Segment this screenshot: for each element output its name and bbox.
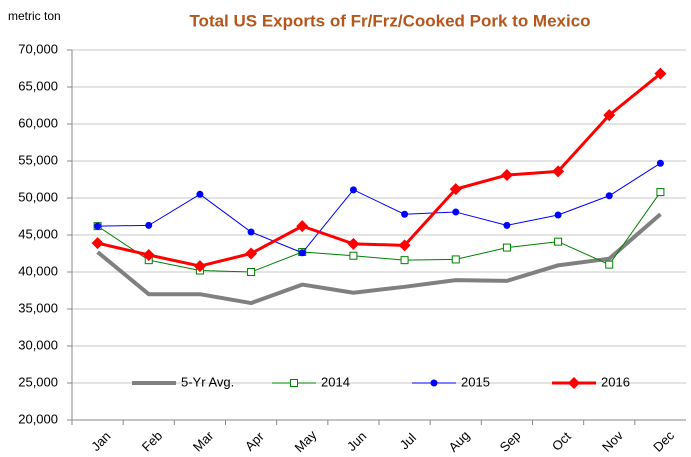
marker <box>552 165 565 178</box>
marker <box>554 237 563 246</box>
y-tick-label: 50,000 <box>18 189 58 204</box>
y-tick-label: 60,000 <box>18 115 58 130</box>
marker <box>245 247 258 260</box>
y-tick-label: 40,000 <box>18 263 58 278</box>
marker <box>400 256 409 265</box>
marker <box>605 260 614 269</box>
marker <box>349 251 358 260</box>
x-tick-label: May <box>292 427 320 455</box>
y-tick-label: 55,000 <box>18 152 58 167</box>
y-tick-label: 35,000 <box>18 300 58 315</box>
legend-label: 2014 <box>321 374 350 389</box>
marker <box>401 210 409 218</box>
marker <box>554 211 562 219</box>
legend-item: 5-Yr Avg. <box>132 374 234 389</box>
legend-item: 2014 <box>272 374 350 389</box>
marker <box>347 237 360 250</box>
x-tick-label: Mar <box>190 428 217 455</box>
marker <box>603 109 616 122</box>
marker <box>656 188 665 197</box>
legend-item: 2015 <box>412 374 490 389</box>
x-tick-label: Feb <box>139 428 165 454</box>
marker <box>290 379 298 387</box>
marker <box>247 268 256 276</box>
y-tick-label: 30,000 <box>18 337 58 352</box>
marker <box>503 221 511 229</box>
marker <box>451 255 460 264</box>
marker <box>145 221 153 229</box>
series <box>91 67 667 273</box>
x-tick-label: Nov <box>599 427 626 454</box>
marker <box>296 220 309 233</box>
marker <box>196 190 204 198</box>
marker <box>452 208 460 216</box>
y-tick-label: 20,000 <box>18 411 58 426</box>
x-tick-label: Jan <box>88 429 113 454</box>
x-tick-label: Aug <box>446 428 473 455</box>
marker <box>349 186 357 194</box>
legend-label: 2015 <box>461 374 490 389</box>
marker <box>398 239 411 252</box>
marker <box>298 249 306 257</box>
marker <box>605 192 613 200</box>
legend-label: 2016 <box>601 374 630 389</box>
legend-item: 2016 <box>552 374 630 389</box>
marker <box>568 377 580 389</box>
marker <box>654 67 667 80</box>
y-tick-label: 25,000 <box>18 374 58 389</box>
series-line <box>97 191 661 273</box>
x-tick-label: Oct <box>549 429 574 454</box>
marker <box>500 169 513 182</box>
x-tick-label: Sep <box>497 428 524 455</box>
y-tick-label: 45,000 <box>18 226 58 241</box>
chart-title: Total US Exports of Fr/Frz/Cooked Pork t… <box>189 11 590 30</box>
series-line <box>97 162 661 254</box>
marker <box>656 159 664 167</box>
series-line <box>96 212 662 306</box>
series <box>94 159 664 257</box>
marker <box>94 222 102 230</box>
y-axis-label: metric ton <box>8 9 61 23</box>
x-tick-label: Jun <box>344 429 369 454</box>
y-tick-label: 65,000 <box>18 78 58 93</box>
marker <box>430 379 438 387</box>
legend-label: 5-Yr Avg. <box>181 374 234 389</box>
marker <box>91 237 104 250</box>
marker <box>142 248 155 261</box>
series-line <box>97 72 662 268</box>
marker <box>449 183 462 196</box>
x-tick-label: Jul <box>397 430 419 452</box>
y-tick-label: 70,000 <box>18 41 58 56</box>
x-tick-label: Apr <box>242 428 267 453</box>
marker <box>247 228 255 236</box>
x-tick-label: Dec <box>650 427 677 454</box>
marker <box>502 243 511 252</box>
series <box>96 212 662 306</box>
marker <box>193 260 206 273</box>
